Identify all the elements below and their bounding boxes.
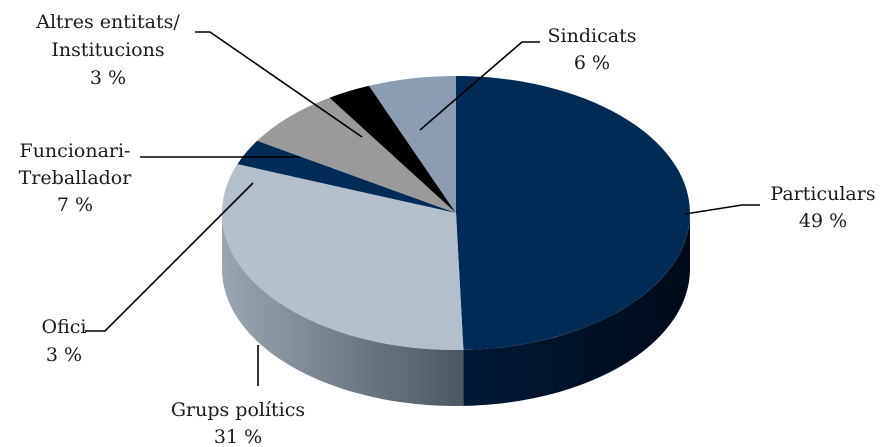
label-funcionari-line1: Funcionari- xyxy=(20,140,131,162)
pie-top-slices xyxy=(222,76,690,350)
label-altres: Altres entitats/ Institucions 3 % xyxy=(35,11,180,89)
label-altres-line1: Altres entitats/ xyxy=(35,11,180,33)
label-sindicats-name: Sindicats xyxy=(548,25,637,47)
label-grups-pct: 31 % xyxy=(214,426,262,447)
pie-slice-grups xyxy=(222,164,464,350)
label-particulars: Particulars 49 % xyxy=(770,183,875,232)
label-funcionari-pct: 7 % xyxy=(57,194,93,216)
label-grups: Grups polítics 31 % xyxy=(171,399,305,447)
pie-slice-particulars xyxy=(456,76,690,350)
pie-slice-funcionari xyxy=(257,97,456,213)
leader-ofici xyxy=(85,182,254,332)
label-particulars-name: Particulars xyxy=(770,183,875,205)
label-ofici-pct: 3 % xyxy=(46,344,82,366)
label-altres-pct: 3 % xyxy=(90,67,126,89)
label-sindicats-pct: 6 % xyxy=(574,52,610,74)
label-grups-name: Grups polítics xyxy=(171,399,305,421)
leader-sindicats xyxy=(419,41,540,131)
label-funcionari: Funcionari- Treballador 7 % xyxy=(19,140,133,216)
label-altres-line2: Institucions xyxy=(51,39,164,61)
label-ofici-name: Ofici xyxy=(42,316,87,338)
pie-slice-ofici xyxy=(237,140,456,213)
pie-side-walls xyxy=(222,213,690,406)
pie-slice-altres xyxy=(329,85,456,213)
label-ofici: Ofici 3 % xyxy=(42,316,87,366)
pie-slice-sindicats xyxy=(369,76,456,213)
label-funcionari-line2: Treballador xyxy=(19,167,133,189)
leader-particulars xyxy=(684,204,760,215)
pie-side-grups xyxy=(222,213,464,406)
leader-altres xyxy=(195,31,363,138)
label-particulars-pct: 49 % xyxy=(799,210,847,232)
pie-side-particulars xyxy=(463,213,690,406)
label-sindicats: Sindicats 6 % xyxy=(548,25,637,74)
